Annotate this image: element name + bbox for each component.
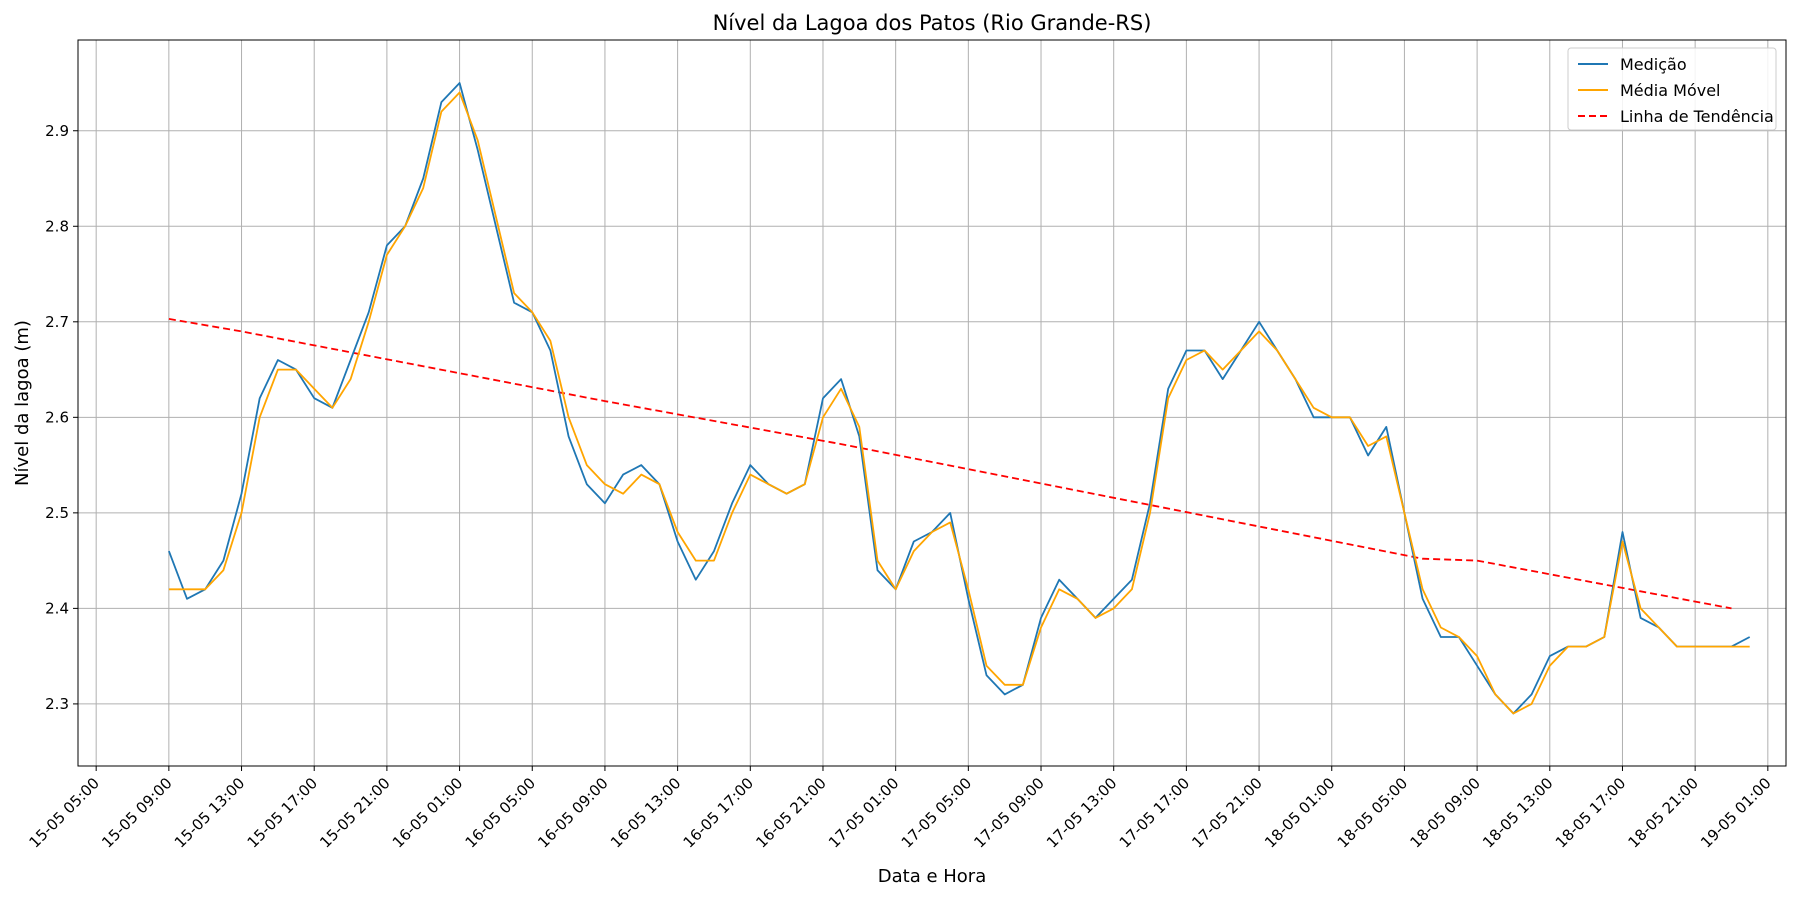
linha-tendencia-series-line bbox=[168, 318, 1732, 610]
y-tick-label: 2.9 bbox=[45, 122, 69, 140]
legend: Medição Média Móvel Linha de Tendência bbox=[1567, 47, 1777, 131]
chart-title: Nível da Lagoa dos Patos (Rio Grande-RS) bbox=[713, 11, 1152, 35]
y-tick-label: 2.3 bbox=[45, 695, 69, 713]
legend-label: Linha de Tendência bbox=[1620, 107, 1774, 126]
y-tick-label: 2.8 bbox=[45, 217, 69, 235]
media-movel-series-line bbox=[168, 91, 1750, 715]
y-axis: 2.3 2.4 2.5 2.6 2.7 2.8 2.9 bbox=[45, 122, 78, 713]
plot-frame bbox=[77, 39, 1787, 767]
x-axis-title: Data e Hora bbox=[878, 866, 986, 887]
y-tick-label: 2.6 bbox=[45, 408, 69, 426]
grid bbox=[78, 40, 1786, 766]
series-layer bbox=[168, 82, 1751, 715]
y-tick-label: 2.4 bbox=[45, 599, 69, 617]
legend-box bbox=[1567, 47, 1777, 131]
y-tick-label: 2.5 bbox=[45, 504, 69, 522]
legend-label: Média Móvel bbox=[1620, 81, 1721, 100]
legend-label: Medição bbox=[1620, 55, 1687, 74]
y-axis-title: Nível da lagoa (m) bbox=[12, 320, 33, 486]
y-tick-label: 2.7 bbox=[45, 313, 69, 331]
